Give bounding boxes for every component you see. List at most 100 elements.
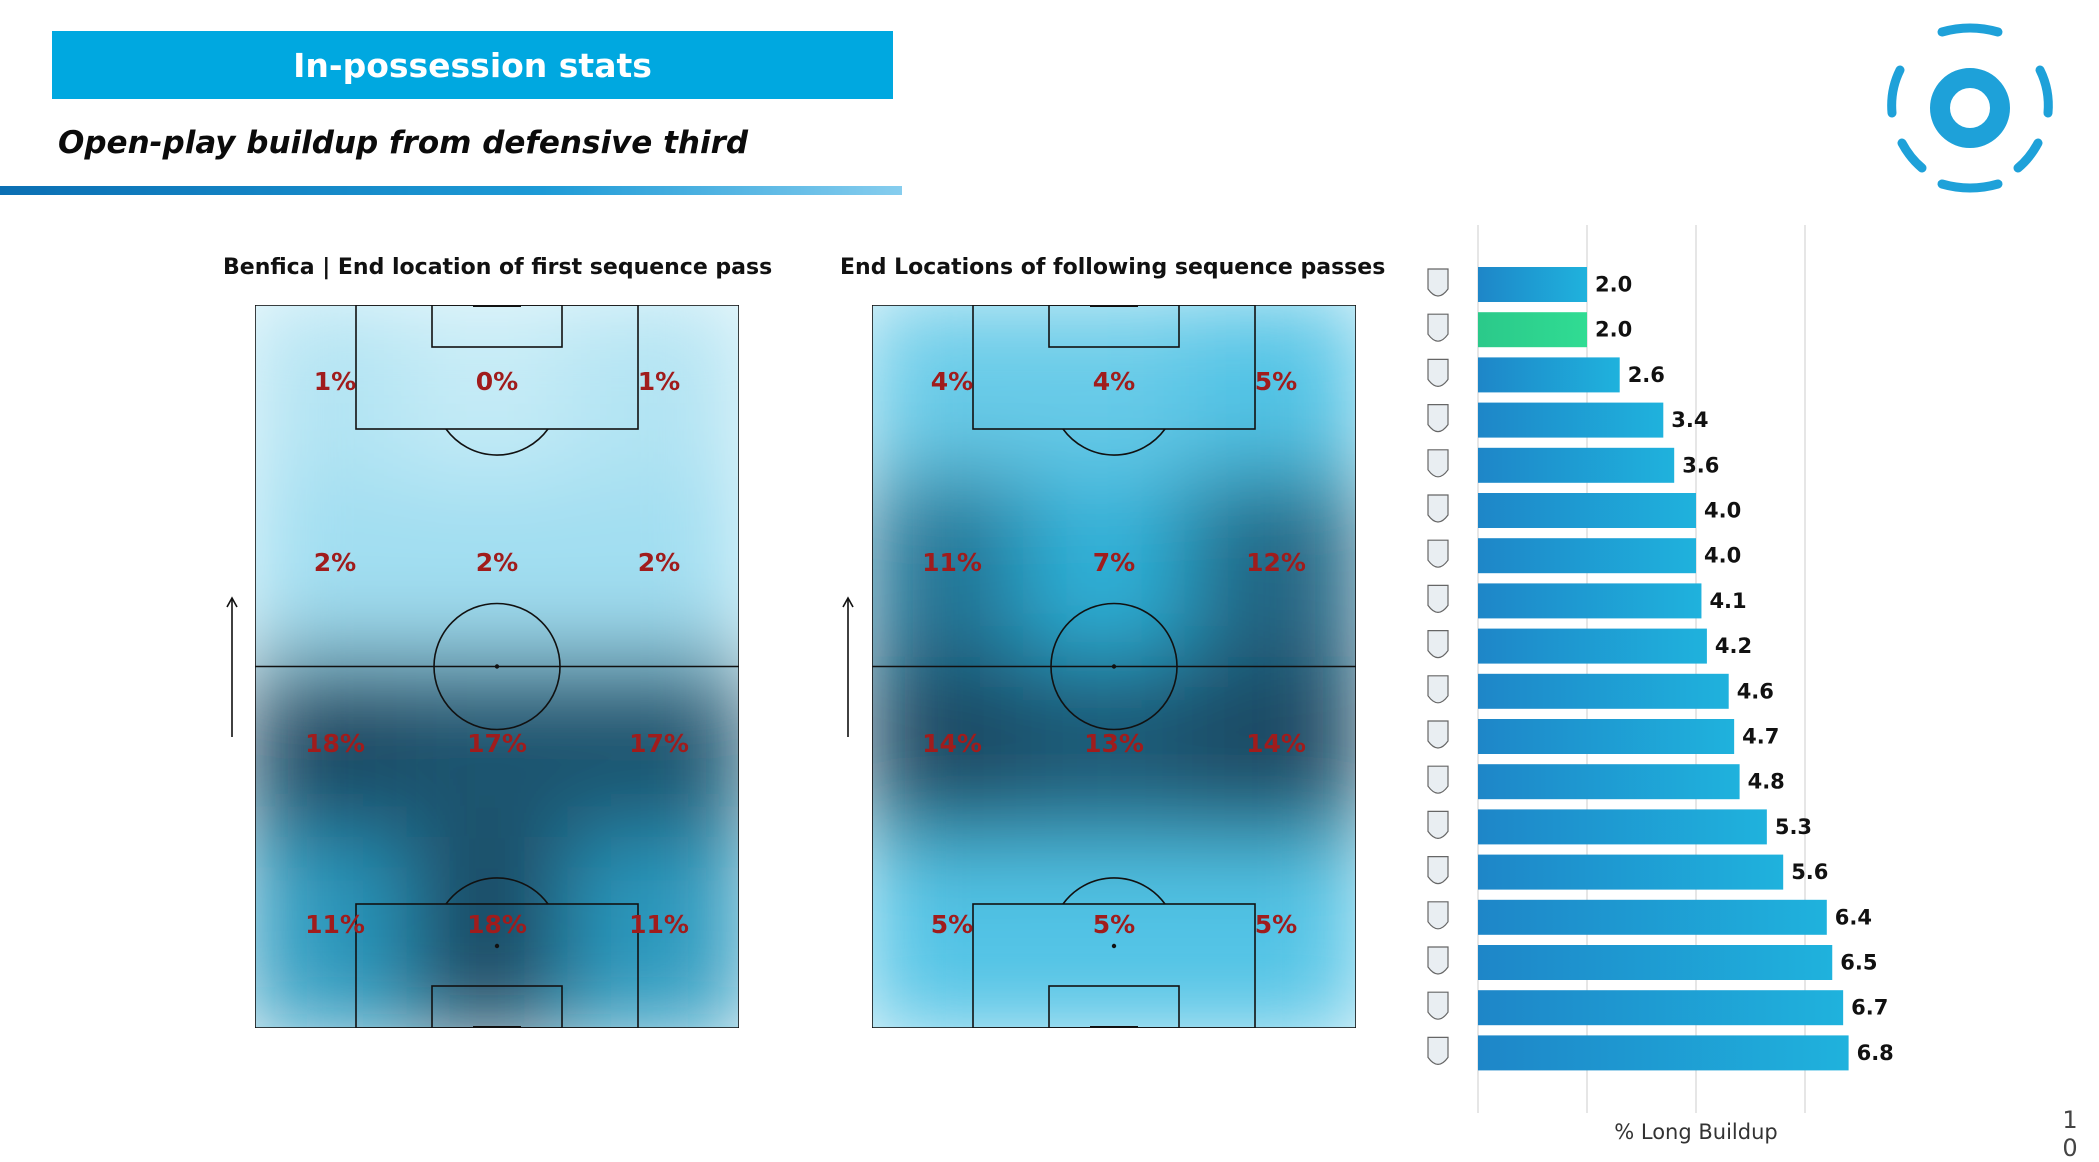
heatmap-first-pass: 1% 0% 1% 2% 2% 2% 18% 17% 17% 11% 18% 11%	[255, 305, 739, 1028]
bar	[1478, 583, 1702, 619]
heat-zone	[872, 656, 1044, 858]
penalty-arc-top	[1062, 428, 1166, 456]
bar-value-label: 4.0	[1704, 499, 1741, 523]
zone-percent-label: 4%	[931, 367, 973, 396]
bar-value-label: 5.3	[1775, 815, 1812, 839]
bar-value-label: 6.4	[1835, 905, 1872, 929]
team-crest-12	[1427, 765, 1449, 794]
bar-value-label: 2.0	[1595, 318, 1632, 342]
heat-zone	[567, 305, 739, 496]
bar-value-label: 2.6	[1628, 363, 1665, 387]
bar	[1478, 809, 1767, 845]
penalty-spot-bottom	[1111, 943, 1117, 949]
bar	[1478, 899, 1827, 935]
heat-zone	[1184, 837, 1356, 1028]
zone-percent-label: 17%	[629, 729, 689, 758]
zone-percent-label: 13%	[1084, 729, 1144, 758]
heat-zone	[406, 305, 588, 496]
team-crest-17	[1427, 991, 1449, 1020]
zone-percent-label: 11%	[305, 910, 365, 939]
bar-value-label: 4.0	[1704, 544, 1741, 568]
zone-percent-label: 18%	[305, 729, 365, 758]
bar-value-label: 4.6	[1737, 679, 1774, 703]
heat-zone	[1023, 475, 1205, 677]
heat-zone	[872, 475, 1044, 677]
zone-percent-label: 1%	[314, 367, 356, 396]
banner-title: In-possession stats	[293, 45, 652, 85]
zone-percent-label: 18%	[467, 910, 527, 939]
heat-zone	[406, 656, 588, 858]
bar	[1478, 945, 1833, 980]
heat-zone	[1023, 305, 1205, 496]
heat-zone	[1184, 305, 1356, 496]
team-crest-16	[1427, 946, 1449, 975]
heatmap2-title: End Locations of following sequence pass…	[840, 255, 1386, 280]
team-crest-4	[1427, 404, 1449, 433]
title-underline	[0, 186, 902, 195]
bar	[1478, 447, 1675, 483]
heat-zone	[406, 475, 588, 677]
team-crest-6	[1427, 494, 1449, 523]
penalty-arc-bottom	[1062, 877, 1166, 905]
team-crest-10	[1427, 675, 1449, 704]
zone-percent-label: 5%	[1255, 910, 1297, 939]
heat-zone	[1184, 656, 1356, 858]
centre-spot	[1111, 664, 1117, 669]
heat-layer	[872, 305, 1356, 1028]
attack-direction-arrow	[842, 596, 854, 737]
team-crest-13	[1427, 810, 1449, 839]
attack-direction-arrow	[226, 596, 238, 737]
bar	[1478, 628, 1707, 664]
zone-percent-label: 4%	[1093, 367, 1135, 396]
team-crest-5	[1427, 449, 1449, 478]
penalty-box-top	[355, 305, 639, 430]
page-number: 1 0	[2060, 1106, 2080, 1162]
six-yard-box-top	[431, 305, 563, 348]
penalty-spot-bottom	[494, 943, 500, 949]
zone-percent-label: 1%	[638, 367, 680, 396]
heat-zone	[567, 475, 739, 677]
bar-value-label: 4.2	[1715, 634, 1752, 658]
team-crest-11	[1427, 720, 1449, 749]
zone-percent-label: 14%	[922, 729, 982, 758]
zone-percent-label: 17%	[467, 729, 527, 758]
x-axis-label: % Long Buildup	[1614, 1120, 1777, 1144]
heat-zone	[567, 837, 739, 1028]
zone-percent-label: 5%	[931, 910, 973, 939]
penalty-box-bottom	[972, 903, 1256, 1028]
zone-percent-label: 11%	[629, 910, 689, 939]
penalty-box-bottom	[355, 903, 639, 1028]
bar	[1478, 990, 1844, 1026]
bar-value-label: 5.6	[1791, 860, 1828, 884]
bar	[1478, 538, 1696, 574]
bar	[1478, 267, 1587, 302]
bar	[1478, 673, 1729, 709]
bar-value-label: 6.8	[1857, 1041, 1894, 1065]
heat-layer	[255, 305, 739, 1028]
bar-value-label: 3.4	[1671, 408, 1708, 432]
team-crest-15	[1427, 901, 1449, 930]
bar-value-label: 4.8	[1748, 770, 1785, 794]
six-yard-box-bottom	[1048, 985, 1180, 1028]
bar-value-label: 4.1	[1709, 589, 1746, 613]
team-crest-9	[1427, 630, 1449, 659]
bar	[1478, 1035, 1849, 1071]
team-crest-1	[1427, 268, 1449, 297]
zone-percent-label: 2%	[476, 548, 518, 577]
team-crest-18	[1427, 1036, 1449, 1065]
long-buildup-bar-chart: 2.0 2.0 2.63.4 3.6 4.0 4.0 4.1 4.2 4.6 4.7 4.8 5.3 5…	[1427, 225, 1894, 1144]
brand-logo-icon	[1887, 23, 2053, 193]
team-crest-3	[1427, 358, 1449, 387]
page-number-digit: 1	[2062, 1106, 2078, 1134]
zone-percent-label: 2%	[314, 548, 356, 577]
bar	[1478, 719, 1735, 754]
section-banner: In-possession stats	[52, 31, 893, 99]
zone-percent-label: 5%	[1255, 367, 1297, 396]
heatmap1-title: Benfica | End location of first sequence…	[223, 255, 773, 280]
six-yard-box-bottom	[431, 985, 563, 1028]
heat-zone	[1023, 837, 1205, 1028]
heat-zone	[872, 305, 1044, 496]
team-crest-7	[1427, 539, 1449, 568]
centre-circle	[433, 602, 561, 731]
team-crest-2	[1427, 313, 1449, 342]
